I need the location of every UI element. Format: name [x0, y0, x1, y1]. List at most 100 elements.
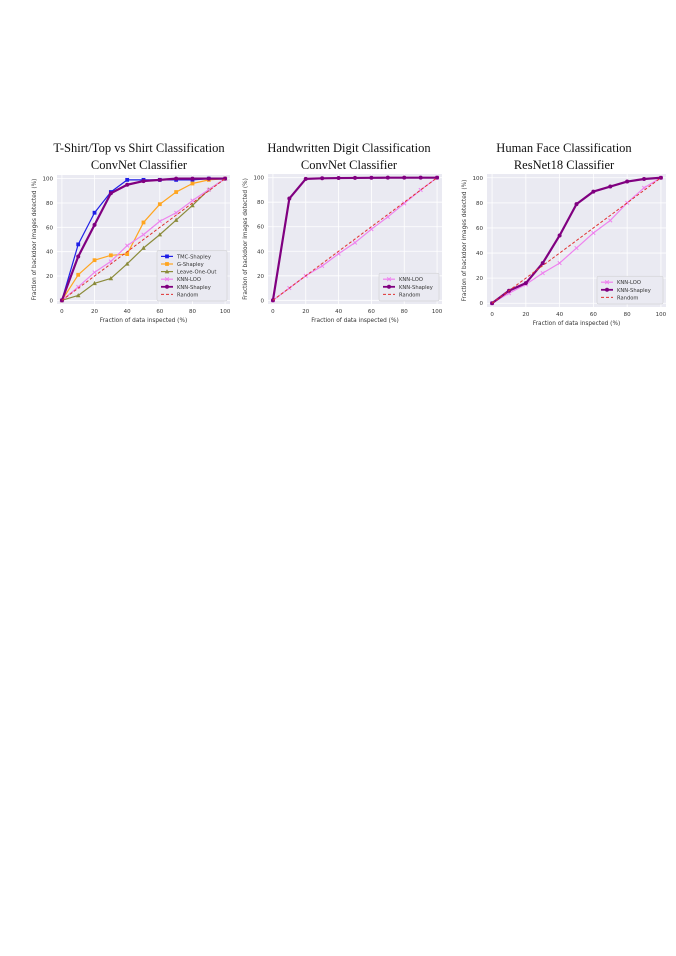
chart-face: 0 20 40 60 80 100 0 20 40 60 80 100 Fraction of data… — [462, 174, 667, 327]
data-point — [402, 175, 407, 180]
data-point — [287, 196, 292, 201]
data-point — [190, 181, 195, 186]
y-axis-label: Fraction of backdoor images detected (%) — [243, 178, 249, 300]
chart-title: Human Face Classification — [496, 141, 632, 155]
y-axis-label: Fraction of backdoor images detected (%) — [32, 179, 38, 301]
x-tick-label: 80 — [189, 309, 196, 315]
x-tick-label: 100 — [432, 309, 443, 315]
series-knn-shapley — [490, 175, 663, 306]
data-point — [76, 242, 81, 247]
x-tick-label: 20 — [91, 309, 98, 315]
y-tick-label: 60 — [476, 226, 483, 232]
x-tick-label: 60 — [368, 309, 375, 315]
legend-label: Random — [177, 292, 198, 298]
x-tick-label: 100 — [220, 309, 231, 315]
data-point — [125, 252, 130, 257]
series-random — [272, 177, 438, 301]
y-tick-label: 0 — [261, 298, 265, 304]
data-point — [658, 175, 663, 180]
data-point — [76, 272, 81, 277]
x-tick-label: 40 — [335, 309, 342, 315]
legend-label: TMC-Shapley — [176, 254, 211, 260]
series-line — [272, 177, 438, 301]
legend-marker — [605, 287, 609, 292]
chart-digit: 0 20 40 60 80 100 0 20 40 60 80 100 Fraction of data… — [243, 174, 443, 324]
legend-item: KNN-LOO — [161, 277, 201, 283]
y-tick-label: 100 — [254, 176, 265, 182]
legend-label: Random — [399, 292, 420, 298]
data-point — [76, 284, 81, 290]
data-point — [92, 258, 97, 263]
legend-marker — [604, 280, 610, 285]
legend-marker — [165, 254, 169, 259]
data-point — [642, 177, 647, 182]
data-point — [173, 217, 179, 222]
data-point — [108, 276, 114, 281]
data-point — [206, 176, 211, 181]
data-point — [125, 243, 130, 248]
y-tick-label: 0 — [480, 301, 484, 307]
y-tick-label: 80 — [46, 201, 53, 207]
chart-tshirt: 0 20 40 60 80 100 0 20 40 60 80 100 Fraction of data… — [32, 175, 231, 324]
data-point — [190, 176, 195, 181]
legend-label: Leave-One-Out — [177, 270, 216, 276]
data-point — [108, 253, 113, 258]
data-point — [141, 179, 146, 184]
data-point — [385, 175, 390, 180]
legend-marker — [164, 269, 170, 274]
y-tick-label: 0 — [50, 298, 54, 304]
x-tick-label: 0 — [271, 309, 275, 315]
data-point — [190, 203, 195, 208]
series-line — [491, 177, 662, 304]
y-tick-label: 100 — [473, 176, 484, 182]
y-tick-label: 40 — [257, 249, 264, 255]
data-point — [591, 230, 596, 236]
x-tick-label: 80 — [624, 312, 631, 318]
x-axis-label: Fraction of data inspected (%) — [100, 318, 187, 324]
legend-marker — [165, 284, 169, 289]
legend-marker — [387, 284, 391, 289]
legend-label: KNN-Shapley — [617, 288, 651, 294]
series-line — [61, 178, 226, 301]
data-point — [540, 270, 545, 276]
legend-label: KNN-LOO — [617, 280, 641, 286]
data-point — [336, 176, 341, 181]
legend-marker — [165, 262, 169, 266]
legend-item: KNN-Shapley — [161, 284, 211, 291]
x-tick-label: 20 — [302, 309, 309, 315]
legend-item: Random — [383, 292, 420, 298]
legend-item: KNN-Shapley — [383, 284, 433, 291]
legend-marker — [386, 277, 392, 282]
data-point — [92, 280, 97, 286]
series-random — [61, 178, 226, 301]
y-tick-label: 40 — [476, 251, 483, 257]
data-point — [92, 210, 97, 215]
legend-item: Leave-One-Out — [161, 269, 216, 276]
data-point — [523, 281, 528, 286]
legend-box — [596, 275, 664, 305]
legend: TMC-Shapley G-Shapley Leave-One-OutKNN-LOO… — [156, 250, 228, 302]
data-point — [206, 187, 211, 192]
chart-subtitle: ResNet18 Classifier — [513, 158, 615, 172]
data-point — [352, 240, 358, 245]
data-point — [174, 190, 179, 194]
y-tick-label: 20 — [476, 276, 483, 282]
legend-label: KNN-Shapley — [177, 285, 211, 291]
data-point — [303, 176, 308, 181]
data-point — [353, 175, 357, 180]
data-point — [157, 202, 162, 207]
series-knn-shapley — [270, 175, 440, 303]
data-point — [402, 201, 407, 206]
data-point — [157, 219, 162, 224]
legend-label: KNN-Shapley — [399, 285, 433, 291]
y-tick-label: 20 — [46, 274, 53, 280]
x-tick-label: 20 — [522, 312, 529, 318]
legend-item: Random — [161, 292, 198, 298]
legend-item: TMC-Shapley — [161, 254, 211, 260]
data-point — [141, 232, 146, 237]
data-point — [141, 245, 146, 250]
data-point — [190, 198, 195, 203]
y-tick-label: 60 — [257, 225, 264, 231]
